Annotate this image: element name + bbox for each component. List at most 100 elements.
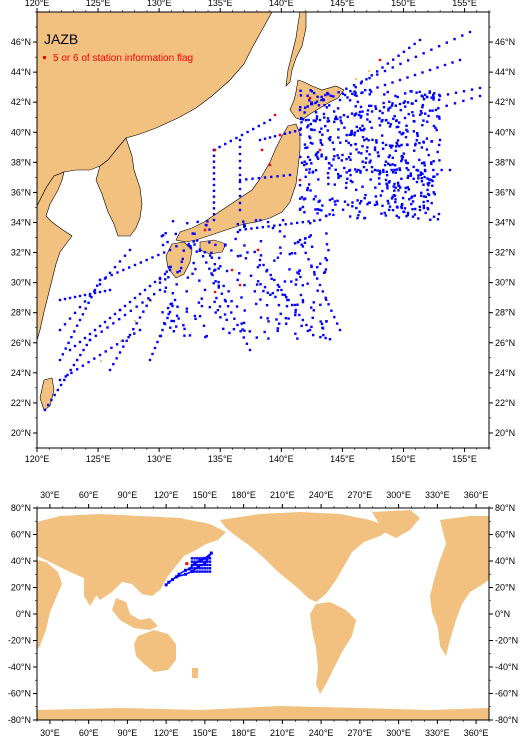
world-land-masses [37, 510, 489, 720]
station-point [208, 267, 211, 270]
station-point [299, 155, 302, 159]
station-point [428, 68, 432, 72]
station-point [324, 268, 328, 271]
station-point [436, 115, 439, 118]
station-point [222, 284, 225, 288]
station-point [299, 133, 302, 136]
station-point [196, 220, 199, 224]
station-point [431, 109, 434, 112]
station-point [375, 70, 379, 73]
station-point [308, 171, 311, 174]
station-point [387, 121, 390, 125]
station-point [329, 135, 332, 139]
station-point [388, 144, 392, 147]
lat-tick-label-right: 20°N [495, 428, 515, 438]
station-point [176, 305, 179, 308]
station-point [88, 292, 92, 296]
station-point [432, 96, 435, 99]
station-point [348, 215, 352, 218]
station-point [169, 326, 172, 329]
station-point [181, 257, 184, 261]
station-point [161, 311, 164, 314]
station-point [268, 136, 272, 139]
station-point [418, 158, 421, 162]
station-point [185, 307, 189, 310]
station-point [290, 280, 293, 283]
station-point [417, 174, 420, 177]
map-title: JAZB [44, 31, 78, 47]
station-point [246, 251, 249, 254]
station-point [293, 242, 297, 245]
station-point [68, 296, 72, 300]
lon-tick-label-top: 300°E [386, 490, 411, 500]
station-point [263, 121, 266, 125]
lat-tick-label-left: 40°N [11, 556, 31, 566]
station-point [417, 177, 420, 180]
station-point [327, 248, 330, 252]
station-point [333, 155, 336, 158]
station-point [388, 163, 392, 167]
station-point [110, 273, 113, 277]
station-point [161, 243, 165, 247]
station-point [303, 197, 307, 200]
station-point [356, 129, 360, 133]
station-point [203, 228, 207, 232]
station-point [297, 272, 300, 275]
station-point [256, 265, 260, 269]
station-point [321, 204, 324, 207]
station-point [118, 308, 122, 312]
station-point [451, 61, 454, 64]
station-point [432, 124, 436, 128]
station-point [445, 104, 448, 107]
station-point [354, 143, 357, 146]
station-point [326, 171, 330, 175]
station-point [335, 322, 339, 325]
station-point [299, 275, 302, 279]
station-point [228, 331, 231, 335]
lat-tick-label-right: -40°N [495, 662, 518, 672]
station-point [212, 201, 216, 204]
station-point [304, 251, 307, 255]
station-point [363, 127, 366, 131]
station-point [203, 251, 207, 254]
station-point [218, 145, 221, 149]
station-point [242, 321, 246, 325]
station-point [193, 570, 196, 573]
lon-tick-label-bottom: 210°E [270, 728, 295, 738]
station-point [87, 301, 90, 305]
station-point [255, 283, 259, 286]
station-point [374, 195, 378, 198]
station-point [322, 333, 325, 337]
station-point [259, 219, 262, 222]
lon-tick-label-bottom: 240°E [309, 728, 334, 738]
lat-tick-label-left: 0°N [16, 609, 31, 619]
station-point [267, 337, 270, 340]
station-point [385, 118, 388, 122]
station-point [407, 188, 411, 191]
station-point [351, 92, 354, 96]
station-point [458, 58, 462, 62]
station-point [355, 148, 358, 151]
station-point [324, 336, 327, 340]
station-point [332, 110, 336, 113]
station-point [410, 202, 413, 206]
station-point [310, 264, 313, 267]
station-point [70, 371, 73, 375]
station-point [238, 201, 242, 205]
station-point [398, 102, 402, 106]
station-point [327, 182, 330, 186]
station-point [263, 176, 267, 179]
station-point [193, 314, 197, 318]
station-point [175, 283, 178, 286]
antarctica [37, 706, 489, 720]
station-point [281, 218, 285, 222]
station-point [399, 108, 402, 112]
map-frame [36, 11, 490, 449]
station-point [431, 184, 434, 187]
station-point [198, 560, 201, 563]
station-point [90, 295, 93, 299]
station-point [118, 260, 122, 263]
station-point [418, 38, 422, 42]
station-point [322, 271, 326, 275]
track-segment [185, 568, 190, 571]
